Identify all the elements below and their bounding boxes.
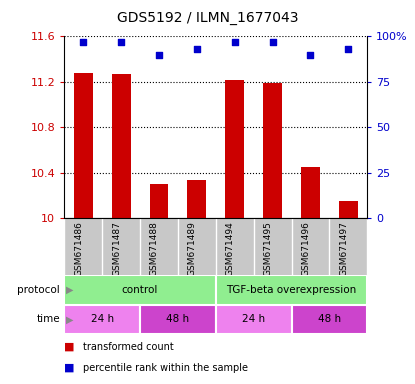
Text: time: time <box>37 314 60 324</box>
Text: GSM671487: GSM671487 <box>112 221 121 276</box>
Bar <box>74 73 93 218</box>
Text: GSM671497: GSM671497 <box>339 221 348 276</box>
Point <box>345 46 352 52</box>
Point <box>118 39 124 45</box>
Text: transformed count: transformed count <box>83 342 174 352</box>
Bar <box>188 180 206 218</box>
Text: GSM671494: GSM671494 <box>226 221 235 276</box>
Text: GDS5192 / ILMN_1677043: GDS5192 / ILMN_1677043 <box>117 12 298 25</box>
Bar <box>64 275 216 305</box>
Text: GSM671489: GSM671489 <box>188 221 197 276</box>
Text: GSM671488: GSM671488 <box>150 221 159 276</box>
Text: ■: ■ <box>64 363 78 373</box>
Text: GSM671496: GSM671496 <box>301 221 310 276</box>
Text: GSM671486: GSM671486 <box>74 221 83 276</box>
Text: 48 h: 48 h <box>318 314 341 324</box>
Text: TGF-beta overexpression: TGF-beta overexpression <box>227 285 356 295</box>
Point <box>193 46 200 52</box>
Bar <box>291 305 367 334</box>
Text: ▶: ▶ <box>66 314 74 324</box>
Bar <box>149 184 168 218</box>
Text: 24 h: 24 h <box>90 314 114 324</box>
Point <box>80 39 87 45</box>
Text: control: control <box>122 285 158 295</box>
Bar <box>263 83 282 218</box>
Bar <box>225 79 244 218</box>
Bar <box>112 74 131 218</box>
Bar <box>216 305 291 334</box>
Point <box>307 51 314 58</box>
Bar <box>216 275 367 305</box>
Text: GSM671495: GSM671495 <box>264 221 273 276</box>
Text: ▶: ▶ <box>66 285 74 295</box>
Bar <box>339 201 358 218</box>
Text: 48 h: 48 h <box>166 314 190 324</box>
Bar <box>140 305 216 334</box>
Text: protocol: protocol <box>17 285 60 295</box>
Point <box>232 39 238 45</box>
Bar <box>64 305 140 334</box>
Bar <box>301 167 320 218</box>
Text: percentile rank within the sample: percentile rank within the sample <box>83 363 248 373</box>
Text: ■: ■ <box>64 342 78 352</box>
Point <box>156 51 162 58</box>
Text: 24 h: 24 h <box>242 314 265 324</box>
Point <box>269 39 276 45</box>
